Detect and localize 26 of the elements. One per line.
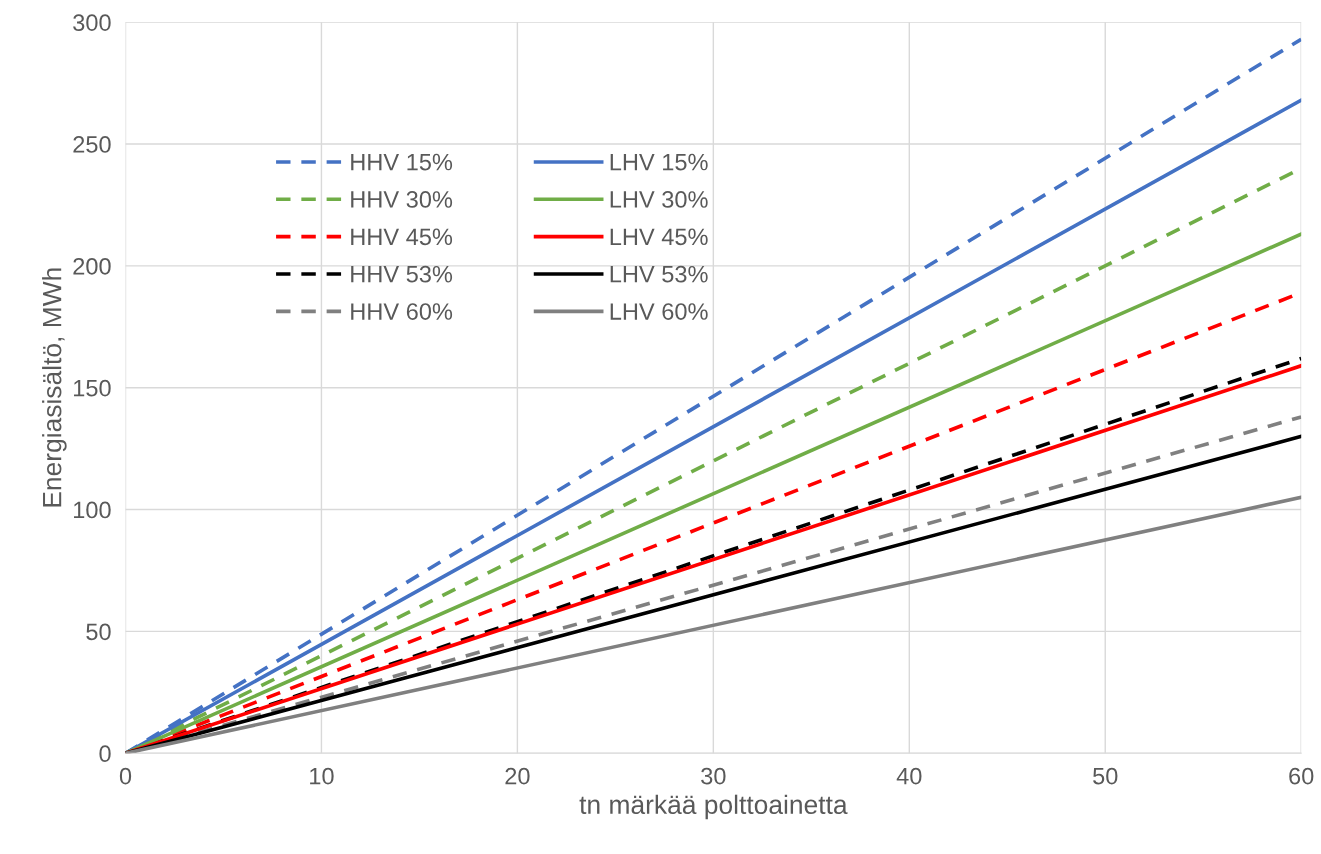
x-tick-label: 40 [896,767,922,785]
legend-label: HHV 53% [351,265,453,283]
y-axis-title: Energiasisältö, MWh [42,268,67,507]
y-tick-label: 0 [99,745,111,763]
legend-label: LHV 60% [610,303,708,320]
legend-label: HHV 45% [351,228,453,246]
y-tick-label: 300 [73,14,111,31]
legend-label: LHV 15% [610,153,708,171]
legend-label: LHV 45% [610,228,708,246]
y-tick-label: 200 [73,257,111,275]
y-tick-label: 150 [74,379,111,397]
x-tick-label: 50 [1093,767,1118,785]
legend-label: HHV 15% [351,153,453,171]
y-tick-label: 100 [74,501,111,519]
legend-label: LHV 30% [610,191,708,208]
legend-label: LHV 53% [610,265,708,283]
x-tick-label: 20 [505,767,530,785]
x-axis-title: tn märkää polttoainetta [579,794,848,820]
x-tick-label: 10 [310,767,334,785]
x-tick-label: 60 [1289,767,1314,785]
x-tick-label: 0 [119,767,132,785]
x-tick-label: 30 [701,767,726,785]
legend-label: HHV 30% [351,191,453,208]
legend-label: HHV 60% [351,303,453,320]
y-tick-label: 50 [86,623,111,641]
y-tick-label: 250 [73,136,111,153]
